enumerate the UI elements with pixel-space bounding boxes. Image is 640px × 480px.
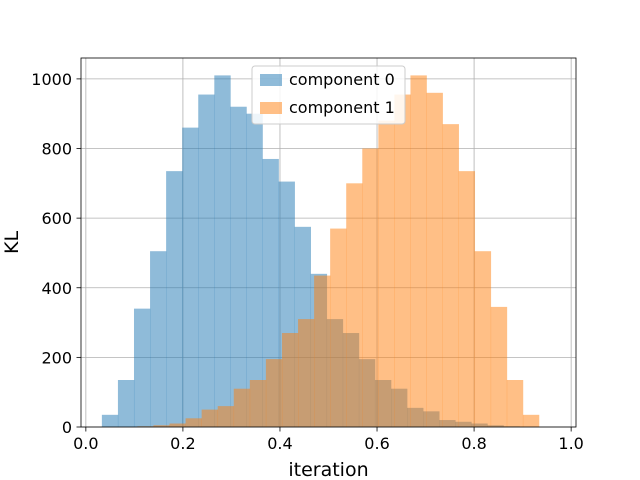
histogram-bar xyxy=(169,423,186,427)
histogram-bar xyxy=(265,359,283,427)
plot-frame xyxy=(80,57,577,428)
histogram-bar xyxy=(394,94,411,428)
histogram-bar xyxy=(474,251,492,427)
histogram-bar xyxy=(153,425,170,427)
histogram-bar xyxy=(117,380,135,427)
y-tick-label: 0 xyxy=(62,418,72,437)
y-tick-label: 1000 xyxy=(31,70,72,89)
y-tick-label: 200 xyxy=(41,348,72,367)
x-tick-label: 0.8 xyxy=(461,434,486,453)
histogram-bar xyxy=(522,414,540,427)
histogram-bar xyxy=(101,414,119,427)
histogram-bar xyxy=(314,275,331,427)
y-axis-title: KL xyxy=(1,231,23,254)
histogram-bars xyxy=(101,75,540,428)
histogram-bar xyxy=(246,113,263,427)
legend: component 0 component 1 xyxy=(251,65,406,125)
histogram-bar xyxy=(166,171,183,427)
legend-box xyxy=(251,65,406,125)
histogram-bar xyxy=(198,94,215,428)
histogram-bar xyxy=(185,418,202,427)
x-tick-label: 0.4 xyxy=(267,434,292,453)
histogram-bar xyxy=(362,148,379,427)
histogram-bar xyxy=(217,406,235,427)
histogram-bar xyxy=(490,306,508,427)
histogram-bar xyxy=(330,228,347,427)
histogram-bar xyxy=(233,388,251,427)
histogram-bar xyxy=(230,106,247,428)
x-axis-title: iteration xyxy=(288,459,368,480)
axis-ticks: 0.0 0.2 0.4 0.6 0.8 1.0 0 200 400 600 800 1000 xyxy=(31,70,584,453)
legend-swatch xyxy=(260,74,282,86)
x-tick-label: 0.6 xyxy=(364,434,389,453)
histogram-bar xyxy=(182,127,199,427)
legend-label: component 1 xyxy=(289,98,395,117)
legend-label: component 0 xyxy=(289,70,395,89)
histogram-bar xyxy=(426,92,443,428)
x-tick-label: 0.0 xyxy=(73,434,98,453)
y-tick-label: 400 xyxy=(41,279,72,298)
histogram-bar xyxy=(410,75,427,427)
histogram-bar xyxy=(378,120,395,428)
histogram-bar xyxy=(214,75,231,427)
histogram-bar xyxy=(458,171,476,427)
histogram-bar xyxy=(298,319,315,427)
y-tick-label: 800 xyxy=(41,140,72,159)
histogram-bar xyxy=(442,124,459,427)
histogram-bar xyxy=(346,183,363,427)
histogram-bar xyxy=(281,333,299,427)
series-1-bars xyxy=(137,75,540,428)
x-tick-label: 1.0 xyxy=(558,434,583,453)
histogram-bar xyxy=(249,380,267,427)
histogram-bar xyxy=(201,409,219,427)
histogram-bar xyxy=(506,380,524,427)
legend-swatch xyxy=(260,102,282,114)
y-tick-label: 600 xyxy=(41,209,72,228)
x-tick-label: 0.2 xyxy=(170,434,195,453)
histogram-bar xyxy=(133,308,151,427)
histogram-bar xyxy=(150,251,167,427)
